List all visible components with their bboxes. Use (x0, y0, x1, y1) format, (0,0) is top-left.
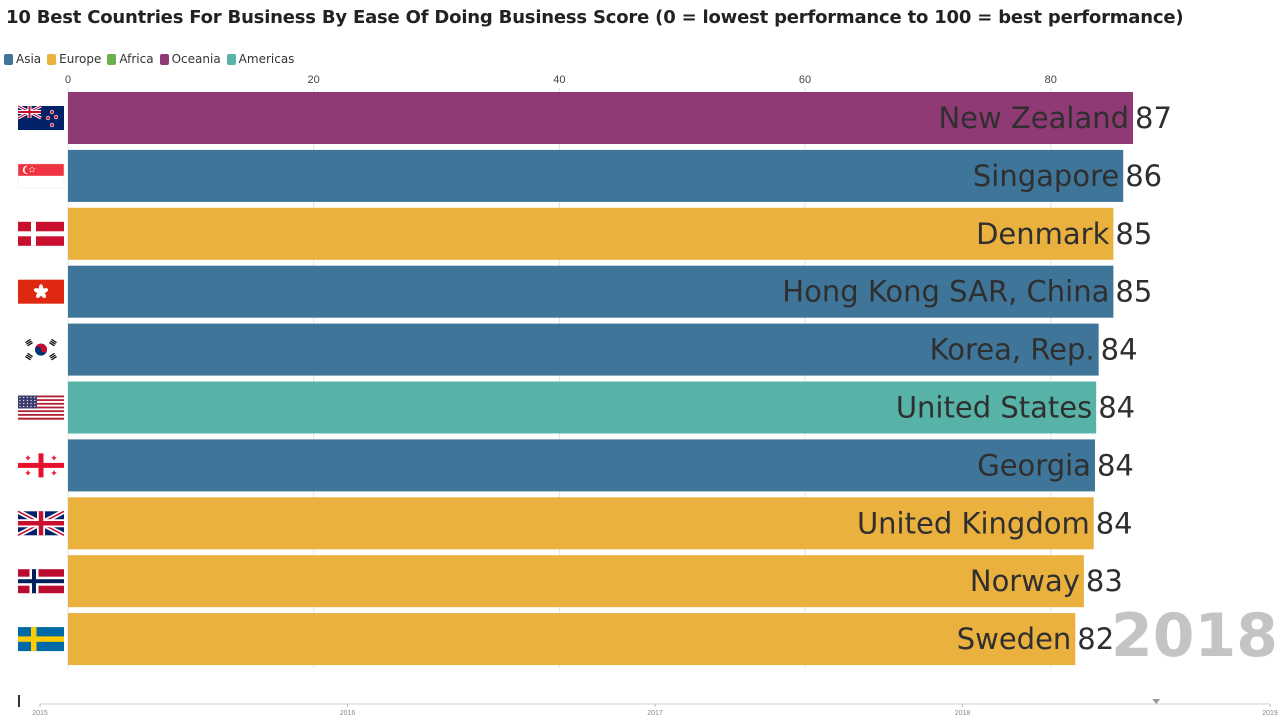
legend-item-americas[interactable]: Americas (226, 52, 295, 66)
legend: Asia Europe Africa Oceania Americas (4, 51, 294, 67)
bar-category-label: Georgia (977, 448, 1091, 482)
bar-sweden[interactable] (68, 613, 1076, 666)
bar-georgia[interactable] (68, 439, 1095, 492)
bar-value-label: 87 (1135, 101, 1172, 135)
x-tick-label: 80 (1045, 74, 1057, 86)
bar-value-label: 82 (1077, 622, 1114, 656)
legend-item-europe[interactable]: Europe (47, 52, 101, 66)
timeline-label: 2019 (1262, 710, 1278, 717)
legend-label: Americas (238, 52, 295, 66)
legend-swatch (107, 53, 117, 65)
georgia-flag-icon (18, 453, 64, 478)
norway-flag-icon (18, 569, 64, 594)
bar-denmark[interactable] (68, 207, 1114, 260)
bar-hong-kong-sar-china[interactable] (68, 265, 1114, 318)
bar-category-label: Singapore (973, 159, 1119, 193)
legend-item-oceania[interactable]: Oceania (159, 52, 221, 66)
singapore-flag-icon (17, 163, 65, 189)
bar-value-label: 84 (1098, 391, 1135, 425)
bar-category-label: Korea, Rep. (930, 333, 1095, 367)
bar-value-label: 84 (1097, 448, 1134, 482)
bar-category-label: Hong Kong SAR, China (782, 275, 1109, 309)
new-zealand-flag-icon (17, 104, 64, 130)
bar-united-kingdom[interactable] (68, 497, 1094, 550)
bar-united-states[interactable] (68, 381, 1097, 434)
legend-label: Asia (16, 52, 42, 66)
x-tick-label: 40 (553, 74, 565, 86)
bar-category-label: United States (896, 391, 1092, 425)
timeline-label: 2016 (340, 710, 356, 717)
legend-label: Oceania (171, 52, 221, 66)
bar-value-label: 86 (1125, 159, 1162, 193)
south-korea-flag-icon (18, 337, 64, 362)
timeline-label: 2015 (32, 710, 48, 717)
bar-value-label: 84 (1096, 506, 1133, 540)
bar-category-label: Sweden (957, 622, 1072, 656)
united-kingdom-flag-icon (16, 509, 66, 538)
bar-value-label: 83 (1086, 564, 1123, 598)
timeline-label: 2017 (647, 710, 663, 717)
bar-category-label: United Kingdom (857, 506, 1090, 540)
legend-item-asia[interactable]: Asia (4, 52, 41, 66)
bar-value-label: 85 (1115, 217, 1152, 251)
bar-category-label: Norway (970, 564, 1080, 598)
year-label: 2018 (1111, 601, 1278, 671)
bar-norway[interactable] (68, 555, 1084, 608)
x-tick-label: 20 (308, 74, 320, 86)
x-tick-label: 0 (65, 74, 71, 86)
legend-swatch (159, 53, 169, 65)
legend-swatch (226, 53, 236, 65)
bar-singapore[interactable] (68, 149, 1124, 202)
legend-swatch (47, 53, 57, 65)
timeline-handle[interactable] (1152, 699, 1161, 704)
bar-category-label: Denmark (976, 217, 1109, 251)
chart-title: 10 Best Countries For Business By Ease O… (6, 7, 1184, 28)
timeline-label: 2018 (955, 710, 971, 717)
legend-swatch (4, 53, 13, 65)
bar-korea-rep-[interactable] (68, 323, 1099, 376)
legend-label: Africa (119, 52, 154, 66)
timeline-cursor[interactable] (18, 695, 20, 707)
legend-label: Europe (59, 52, 102, 66)
bar-new-zealand[interactable] (68, 92, 1134, 144)
hong-kong-flag-icon (18, 279, 64, 304)
bar-value-label: 84 (1101, 333, 1138, 367)
bar-category-label: New Zealand (938, 101, 1129, 135)
legend-item-africa[interactable]: Africa (107, 52, 154, 66)
sweden-flag-icon (18, 627, 64, 652)
x-tick-label: 60 (799, 74, 811, 86)
bar-value-label: 85 (1115, 275, 1152, 309)
denmark-flag-icon (18, 221, 64, 246)
united-states-flag-icon (18, 395, 64, 420)
